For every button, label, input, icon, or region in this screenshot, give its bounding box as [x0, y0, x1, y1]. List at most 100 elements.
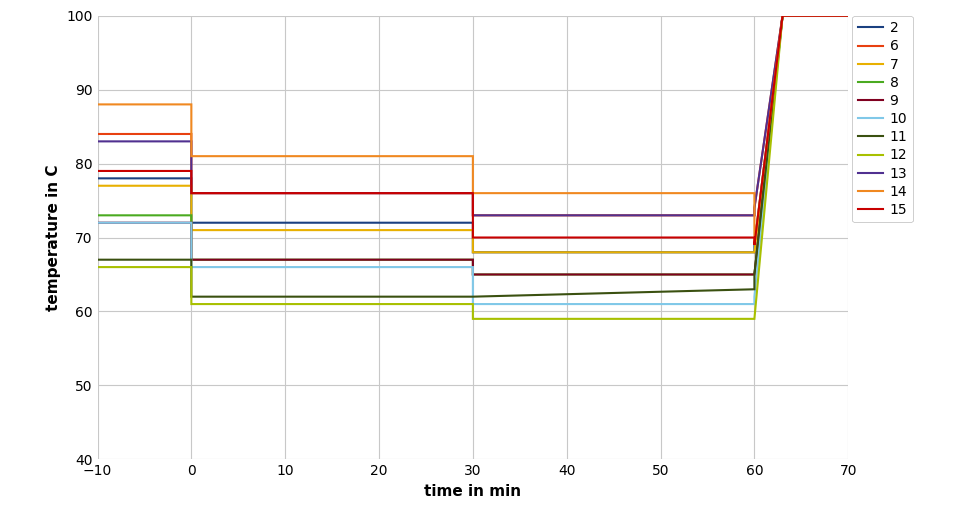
14 — [777, 13, 789, 19]
2 — [467, 220, 479, 226]
15 — [777, 13, 789, 19]
9 — [92, 220, 103, 226]
10 — [92, 220, 103, 226]
15 — [467, 234, 479, 241]
6 — [467, 212, 479, 219]
14 — [749, 190, 761, 196]
8 — [842, 13, 854, 19]
9 — [185, 220, 197, 226]
Line: 13: 13 — [98, 16, 848, 216]
2 — [92, 175, 103, 182]
13 — [749, 212, 761, 219]
13 — [185, 138, 197, 145]
7 — [92, 183, 103, 189]
Line: 8: 8 — [98, 16, 848, 275]
2 — [842, 13, 854, 19]
10 — [749, 301, 761, 307]
10 — [749, 293, 761, 300]
9 — [467, 257, 479, 263]
9 — [749, 271, 761, 278]
15 — [185, 190, 197, 196]
2 — [777, 13, 789, 19]
12 — [467, 301, 479, 307]
13 — [467, 212, 479, 219]
Line: 7: 7 — [98, 16, 848, 252]
14 — [467, 153, 479, 159]
8 — [467, 257, 479, 263]
6 — [749, 212, 761, 219]
8 — [749, 271, 761, 278]
2 — [185, 220, 197, 226]
15 — [842, 13, 854, 19]
6 — [842, 13, 854, 19]
11 — [467, 293, 479, 300]
14 — [467, 190, 479, 196]
8 — [467, 271, 479, 278]
12 — [777, 13, 789, 19]
8 — [777, 13, 789, 19]
10 — [467, 264, 479, 270]
12 — [185, 301, 197, 307]
Line: 11: 11 — [98, 16, 848, 296]
6 — [185, 190, 197, 196]
7 — [467, 249, 479, 255]
7 — [185, 227, 197, 233]
Line: 2: 2 — [98, 16, 848, 252]
Legend: 2, 6, 7, 8, 9, 10, 11, 12, 13, 14, 15: 2, 6, 7, 8, 9, 10, 11, 12, 13, 14, 15 — [852, 16, 913, 222]
Line: 6: 6 — [98, 16, 848, 216]
12 — [749, 316, 761, 322]
13 — [185, 190, 197, 196]
6 — [467, 190, 479, 196]
10 — [777, 13, 789, 19]
15 — [185, 168, 197, 174]
14 — [185, 153, 197, 159]
9 — [185, 257, 197, 263]
6 — [185, 131, 197, 137]
12 — [185, 264, 197, 270]
6 — [777, 13, 789, 19]
X-axis label: time in min: time in min — [424, 484, 522, 499]
12 — [842, 13, 854, 19]
12 — [92, 264, 103, 270]
10 — [185, 264, 197, 270]
6 — [749, 205, 761, 211]
14 — [92, 101, 103, 108]
9 — [467, 271, 479, 278]
13 — [749, 205, 761, 211]
Line: 12: 12 — [98, 16, 848, 319]
Line: 10: 10 — [98, 16, 848, 304]
11 — [467, 293, 479, 300]
7 — [777, 13, 789, 19]
14 — [842, 13, 854, 19]
11 — [749, 271, 761, 278]
Line: 14: 14 — [98, 16, 848, 245]
8 — [92, 212, 103, 219]
Y-axis label: temperature in C: temperature in C — [46, 164, 60, 311]
7 — [749, 249, 761, 255]
12 — [467, 316, 479, 322]
7 — [749, 249, 761, 255]
9 — [749, 271, 761, 278]
8 — [749, 271, 761, 278]
11 — [777, 13, 789, 19]
2 — [185, 175, 197, 182]
14 — [185, 101, 197, 108]
11 — [842, 13, 854, 19]
12 — [749, 316, 761, 322]
10 — [467, 301, 479, 307]
10 — [185, 220, 197, 226]
13 — [467, 190, 479, 196]
13 — [777, 13, 789, 19]
11 — [185, 293, 197, 300]
15 — [467, 190, 479, 196]
13 — [92, 138, 103, 145]
2 — [467, 249, 479, 255]
11 — [749, 286, 761, 292]
15 — [92, 168, 103, 174]
8 — [185, 257, 197, 263]
11 — [185, 257, 197, 263]
2 — [749, 249, 761, 255]
13 — [842, 13, 854, 19]
7 — [842, 13, 854, 19]
9 — [777, 13, 789, 19]
